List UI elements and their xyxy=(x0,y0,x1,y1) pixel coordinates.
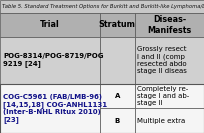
Text: Table 5. Standard Treatment Options for Burkitt and Burkitt-like Lymphoma/Leukem: Table 5. Standard Treatment Options for … xyxy=(2,4,204,9)
Text: Trial: Trial xyxy=(40,20,60,29)
Bar xyxy=(100,108,135,133)
Text: Completely re-
stage I and ab-
stage II: Completely re- stage I and ab- stage II xyxy=(137,86,189,106)
Text: Multiple extra: Multiple extra xyxy=(137,118,185,124)
Text: Stratum: Stratum xyxy=(99,20,136,29)
Bar xyxy=(0,13,100,37)
Bar xyxy=(0,0,204,13)
Text: B: B xyxy=(115,118,120,124)
Text: A: A xyxy=(115,93,120,99)
Bar xyxy=(135,84,204,108)
Text: POG-8314/POG-8719/POG
9219 [24]: POG-8314/POG-8719/POG 9219 [24] xyxy=(3,53,103,67)
Text: COG-C5961 (FAB/LMB-96)
[14,15,18] COG-ANHL1131
(Inter-B-NHL Ritux 2010)
[23]: COG-C5961 (FAB/LMB-96) [14,15,18] COG-AN… xyxy=(3,94,107,123)
Text: Grossly resect
I and II (comp
resected abdo
stage II diseas: Grossly resect I and II (comp resected a… xyxy=(137,46,186,74)
Bar xyxy=(0,84,100,133)
Bar xyxy=(100,37,135,84)
Bar xyxy=(0,37,100,84)
Bar xyxy=(100,13,135,37)
Bar xyxy=(135,13,204,37)
Bar xyxy=(135,108,204,133)
Bar xyxy=(0,84,204,133)
Bar xyxy=(100,84,135,108)
Bar xyxy=(135,37,204,84)
Text: Diseas-
Manifests: Diseas- Manifests xyxy=(147,15,191,35)
